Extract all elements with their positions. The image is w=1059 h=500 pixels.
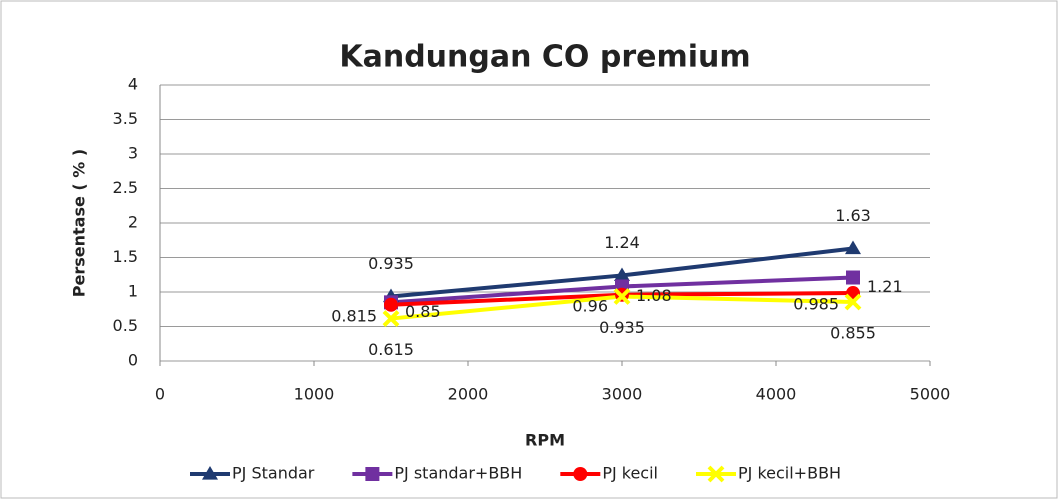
- marker: [614, 267, 630, 282]
- data-label: 0.815: [331, 306, 377, 325]
- y-tick-label: 3: [128, 144, 138, 163]
- data-label: 0.96: [572, 296, 608, 315]
- y-tick-label: 2: [128, 213, 138, 232]
- marker: [846, 270, 860, 285]
- marker: [384, 297, 398, 312]
- legend-label: PJ Standar: [232, 464, 315, 483]
- x-tick-label: 5000: [910, 385, 951, 404]
- data-label: 1.08: [636, 286, 672, 305]
- data-label: 0.855: [830, 324, 876, 343]
- y-tick-label: 3.5: [113, 109, 138, 128]
- legend-label: PJ kecil+BBH: [738, 464, 841, 483]
- y-tick-label: 4: [128, 75, 138, 94]
- data-label: 1.63: [835, 206, 871, 225]
- y-tick-label: 0: [128, 351, 138, 370]
- legend-label: PJ standar+BBH: [394, 464, 522, 483]
- y-tick-label: 1.5: [113, 247, 138, 266]
- data-label: 0.615: [368, 340, 414, 359]
- x-tick-label: 0: [155, 385, 165, 404]
- data-label: 0.85: [405, 302, 441, 321]
- data-label: 0.985: [793, 295, 839, 314]
- legend-marker: [202, 466, 218, 480]
- y-tick-label: 2.5: [113, 178, 138, 197]
- legend-marker: [365, 467, 380, 481]
- x-tick-label: 1000: [294, 385, 335, 404]
- marker: [613, 288, 631, 305]
- x-axis-label: RPM: [525, 431, 565, 450]
- marker: [845, 240, 861, 255]
- chart-title: Kandungan CO premium: [339, 40, 750, 75]
- legend-marker: [573, 467, 588, 481]
- legend-marker: [707, 465, 725, 483]
- data-label: 1.24: [604, 233, 640, 252]
- y-tick-label: 0.5: [113, 316, 138, 335]
- data-label: 0.935: [599, 318, 645, 337]
- x-tick-label: 3000: [602, 385, 643, 404]
- marker: [382, 310, 400, 327]
- data-label: 0.935: [368, 254, 414, 273]
- marker: [844, 293, 862, 311]
- y-axis-label: Persentase ( % ): [70, 149, 89, 297]
- legend-label: PJ kecil: [602, 464, 658, 483]
- x-tick-label: 4000: [756, 385, 797, 404]
- x-tick-label: 2000: [448, 385, 489, 404]
- data-label: 1.21: [867, 277, 903, 296]
- y-tick-label: 1: [128, 282, 138, 301]
